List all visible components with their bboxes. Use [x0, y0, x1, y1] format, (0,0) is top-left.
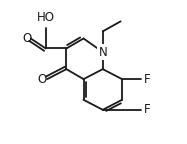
Text: O: O [23, 32, 32, 45]
Text: HO: HO [37, 11, 55, 24]
Text: F: F [144, 73, 150, 86]
Text: N: N [98, 46, 107, 58]
Text: F: F [144, 103, 150, 116]
Text: O: O [38, 73, 47, 86]
